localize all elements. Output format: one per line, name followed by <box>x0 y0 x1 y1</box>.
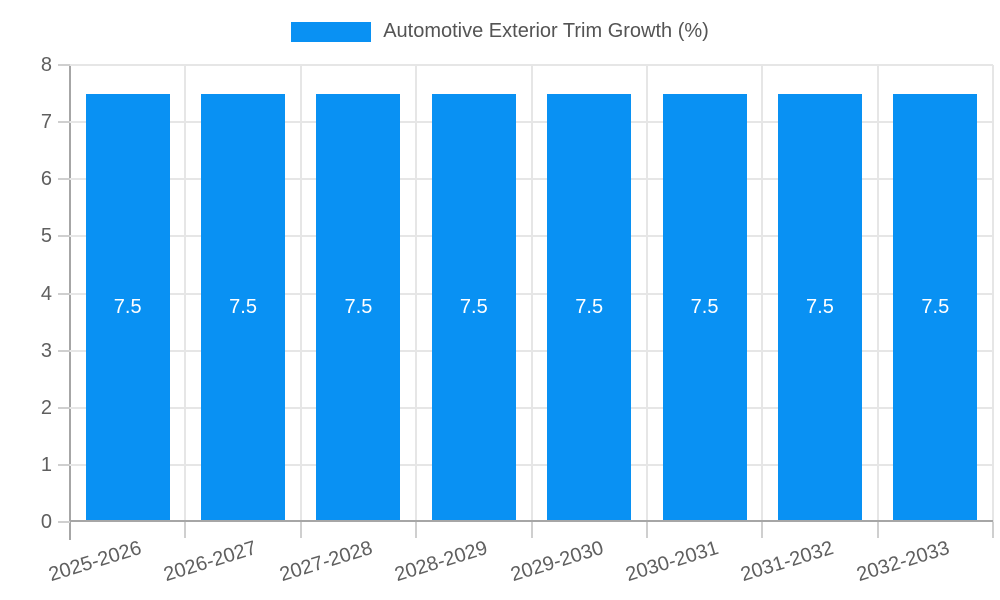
x-axis-tick <box>645 522 648 538</box>
x-axis-tick <box>992 522 994 538</box>
bar-value-label: 7.5 <box>459 296 488 319</box>
vertical-gridline <box>184 65 187 522</box>
bar-value-label: 7.5 <box>921 296 950 319</box>
y-axis-tick-label: 2 <box>40 396 52 419</box>
bar-value-label: 7.5 <box>690 296 719 319</box>
x-axis-category-label: 2027-2028 <box>276 537 375 587</box>
y-axis-tick <box>58 463 70 466</box>
bar[interactable]: 7.5 <box>201 93 286 522</box>
bar[interactable]: 7.5 <box>85 93 170 522</box>
y-axis-tick <box>58 64 70 66</box>
bar[interactable]: 7.5 <box>777 93 862 522</box>
x-axis-category-label: 2030-2031 <box>623 537 721 587</box>
vertical-gridline <box>530 65 533 522</box>
legend-label: Automotive Exterior Trim Growth (%) <box>383 20 709 42</box>
y-axis-tick <box>58 406 70 409</box>
vertical-gridline <box>876 65 879 522</box>
legend-swatch <box>291 21 372 42</box>
y-axis-tick <box>58 178 70 181</box>
y-axis-tick-label: 1 <box>40 453 52 476</box>
x-axis-category-label: 2028-2029 <box>392 537 491 587</box>
y-axis-tick-label: 0 <box>40 511 52 533</box>
vertical-gridline <box>299 65 302 522</box>
x-axis-tick <box>876 522 879 538</box>
y-axis-tick-label: 8 <box>40 54 52 76</box>
y-axis-line <box>69 65 71 540</box>
y-axis-tick-label: 4 <box>40 282 52 305</box>
bar-value-label: 7.5 <box>344 296 373 319</box>
bar[interactable]: 7.5 <box>547 93 632 522</box>
legend: Automotive Exterior Trim Growth (%) <box>0 20 1000 43</box>
bar[interactable]: 7.5 <box>431 93 516 522</box>
x-axis-category-label: 2031-2032 <box>738 537 837 587</box>
plot-area: 7.5 7.5 7.5 7.5 7.5 7.5 7.5 7.5 <box>70 64 994 522</box>
bar[interactable]: 7.5 <box>662 93 747 522</box>
bar-value-label: 7.5 <box>229 296 257 319</box>
bar[interactable]: 7.5 <box>316 93 401 522</box>
x-axis-category-label: 2032-2033 <box>853 537 952 587</box>
y-axis-tick-label: 5 <box>40 225 52 248</box>
x-axis-line <box>70 520 993 522</box>
x-axis-tick <box>415 522 418 538</box>
bar-value-label: 7.5 <box>806 296 834 319</box>
y-axis-tick <box>58 349 70 352</box>
bar[interactable]: 7.5 <box>893 93 978 522</box>
y-axis-tick <box>58 292 70 295</box>
y-axis-tick-label: 7 <box>40 111 52 134</box>
y-axis-tick <box>58 235 70 238</box>
vertical-gridline <box>761 65 764 522</box>
x-axis-tick <box>184 522 187 538</box>
x-axis-category-label: 2029-2030 <box>507 537 606 587</box>
x-axis-tick <box>530 522 533 538</box>
y-axis-tick-label: 6 <box>40 168 52 191</box>
vertical-gridline <box>992 65 994 522</box>
y-axis-tick <box>58 121 70 124</box>
x-axis-tick <box>761 522 764 538</box>
bar-value-label: 7.5 <box>113 296 142 319</box>
vertical-gridline <box>415 65 418 522</box>
x-axis-category-label: 2025-2026 <box>46 537 145 587</box>
vertical-gridline <box>645 65 648 522</box>
x-axis-tick <box>299 522 302 538</box>
bar-value-label: 7.5 <box>575 296 604 319</box>
y-axis-tick <box>58 521 70 523</box>
y-axis-tick-label: 3 <box>40 339 52 362</box>
x-axis-category-label: 2026-2027 <box>161 537 260 587</box>
